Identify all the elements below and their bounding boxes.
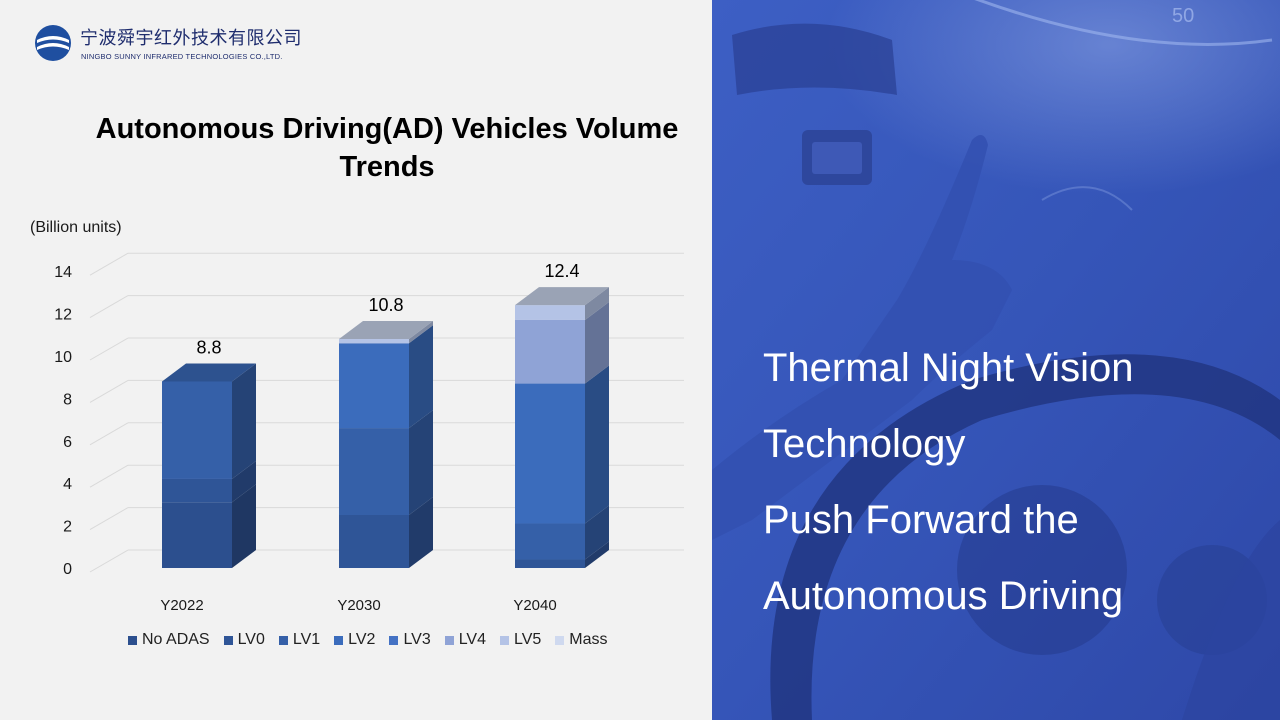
headline-line-3: Push Forward the: [763, 498, 1079, 542]
bar-total-label: 12.4: [544, 261, 579, 281]
y-tick-label: 0: [63, 561, 72, 578]
legend-swatch: [500, 635, 509, 645]
chart-panel: 宁波舜宇红外技术有限公司 NINGBO SUNNY INFRARED TECHN…: [30, 24, 684, 650]
bar-segment: [515, 383, 585, 524]
bar-segment: [515, 305, 585, 320]
x-category-label: Y2040: [513, 597, 556, 614]
legend-label: LV1: [292, 631, 321, 648]
legend-item: LV3: [389, 631, 431, 649]
company-logo-icon: [35, 25, 71, 61]
legend-label: LV5: [514, 631, 542, 648]
bar-total-label: 10.8: [368, 295, 403, 315]
legend-item: LV0: [223, 631, 265, 649]
y-tick-label: 8: [63, 391, 72, 408]
legend-item: LV2: [334, 631, 375, 649]
legend-swatch: [444, 635, 454, 645]
legend-item: LV1: [278, 631, 321, 649]
bar-segment: [162, 478, 232, 503]
svg-text:50: 50: [1172, 5, 1194, 27]
legend-item: No ADAS: [128, 631, 210, 649]
bar-segment: [162, 381, 232, 479]
gridline-diagonal: [89, 507, 129, 531]
legend-swatch: [555, 635, 565, 645]
legend-swatch: [223, 635, 233, 645]
bar-segment-side: [409, 321, 433, 344]
legend-label: No ADAS: [142, 631, 210, 648]
bar-top-face: [515, 287, 609, 306]
bar-segment-side: [585, 301, 609, 384]
bar-segment: [515, 559, 585, 568]
y-tick-label: 4: [63, 476, 72, 493]
bar-segment: [515, 319, 585, 384]
y-tick-label: 2: [63, 519, 72, 536]
x-category-label: Y2022: [160, 597, 203, 614]
company-logo: 宁波舜宇红外技术有限公司 NINGBO SUNNY INFRARED TECHN…: [34, 24, 334, 64]
y-tick-label: 14: [54, 264, 72, 281]
headline-line-1: Thermal Night Vision: [763, 346, 1134, 390]
bar-total-label: 8.8: [196, 337, 221, 357]
chart-title: Autonomous Driving(AD) Vehicles Volume T…: [95, 113, 679, 183]
bar-segment-side: [409, 497, 433, 568]
bar-segment: [339, 515, 409, 568]
bar-segment-side: [585, 365, 609, 524]
legend-item: Mass: [555, 631, 608, 649]
bar-segment-side: [585, 287, 609, 320]
bar-segment-side: [585, 505, 609, 560]
y-tick-label: 12: [54, 307, 72, 324]
gridline-diagonal: [89, 252, 129, 276]
legend-swatch: [128, 635, 137, 645]
y-tick-label: 6: [63, 434, 72, 451]
stacked-bar-chart: 0 2 4 6 8 10 12 14 8.8 Y2022 10.8 Y2030 12.4 Y2040: [54, 252, 684, 614]
bar-segment: [339, 428, 409, 515]
bar-segment-side: [409, 410, 433, 515]
bar-segment-side: [232, 363, 256, 479]
chart-legend: No ADAS LV0 LV1 LV2 LV3 LV4 LV5 Mass: [128, 630, 622, 650]
y-tick-label: 10: [54, 349, 72, 366]
legend-label: LV2: [348, 631, 376, 648]
gridline-diagonal: [89, 422, 129, 446]
gridline-diagonal: [89, 464, 129, 488]
bar-segment-side: [409, 325, 433, 429]
company-name-english: NINGBO SUNNY INFRARED TECHNOLOGIES CO.,L…: [81, 52, 283, 61]
bar-segment: [162, 502, 232, 568]
legend-label: LV4: [458, 631, 486, 648]
legend-label: Mass: [569, 631, 608, 648]
bar-segment: [339, 339, 409, 344]
gridline-diagonal: [89, 549, 129, 573]
promo-panel: 50 Thermal Night Vision Technology Push …: [712, 0, 1280, 720]
headline-text: Thermal Night Vision Technology Push For…: [763, 330, 1134, 634]
legend-label: LV3: [403, 631, 431, 648]
legend-swatch: [278, 635, 288, 645]
legend-label: LV0: [237, 631, 265, 648]
bar-segment-side: [232, 484, 256, 568]
driver-background-image: 50: [712, 0, 1280, 720]
legend-swatch: [334, 635, 344, 645]
bar-segment: [515, 523, 585, 560]
headline-line-2: Technology: [763, 422, 966, 466]
bar-segment-side: [232, 460, 256, 503]
gridline-diagonal: [89, 337, 129, 361]
gridline-diagonal: [89, 295, 129, 319]
bar-top-face: [339, 321, 433, 340]
x-category-label: Y2030: [337, 597, 380, 614]
legend-item: LV4: [444, 631, 486, 649]
legend-item: LV5: [500, 631, 541, 649]
y-axis-unit-label: (Billion units): [30, 219, 122, 236]
legend-swatch: [389, 635, 399, 645]
gridline-diagonal: [89, 379, 129, 403]
company-name-chinese: 宁波舜宇红外技术有限公司: [80, 28, 302, 49]
bar-segment: [339, 343, 409, 429]
bar-segment-side: [585, 541, 609, 568]
bar-top-face: [162, 363, 256, 382]
headline-line-4: Autonomous Driving: [763, 574, 1124, 618]
